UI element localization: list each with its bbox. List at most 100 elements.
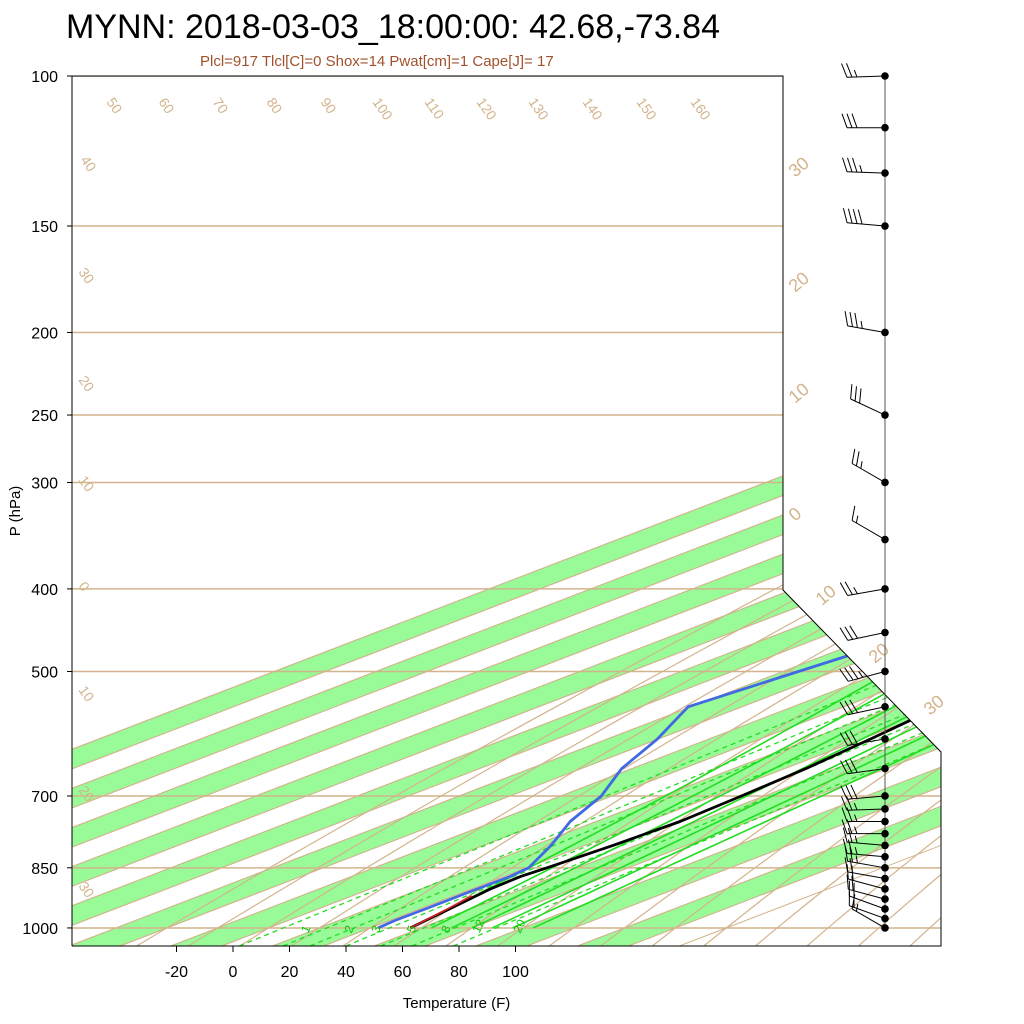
wind-barb-half-flag bbox=[853, 587, 858, 595]
y-tick-label: 500 bbox=[31, 664, 58, 681]
wind-barb-flag bbox=[846, 874, 849, 890]
dry-adiabat-label: 50 bbox=[104, 95, 126, 117]
wind-barb-flag bbox=[847, 827, 853, 843]
wind-barb-half-flag bbox=[858, 671, 864, 678]
wind-barb-staff bbox=[848, 671, 886, 682]
mixing-ratio-label: 20 bbox=[510, 917, 528, 935]
wind-barb-flag bbox=[840, 760, 848, 775]
isotherm-band bbox=[170, 76, 941, 946]
wind-barb-staff bbox=[847, 795, 886, 800]
wind-barb-staff bbox=[851, 908, 886, 929]
y-tick-label: 150 bbox=[31, 219, 58, 236]
y-tick-label: 700 bbox=[31, 789, 58, 806]
wind-barb-flag bbox=[841, 807, 848, 822]
isotherm-label: 10 bbox=[812, 581, 840, 609]
isotherm-line bbox=[72, 76, 941, 946]
dry-adiabat bbox=[600, 76, 941, 946]
mixing-ratio-label: 1 bbox=[298, 923, 314, 935]
moist-adiabat bbox=[451, 383, 941, 929]
wind-barb-flag bbox=[847, 157, 853, 173]
dry-adiabat-label: 10 bbox=[76, 473, 98, 495]
wind-barb-half-flag bbox=[854, 846, 858, 855]
wind-barb-flag bbox=[844, 700, 854, 714]
isotherm-line bbox=[72, 76, 941, 946]
wind-barb-half-flag bbox=[859, 165, 863, 173]
wind-barb-flag bbox=[842, 838, 848, 854]
wind-barb-half-flag bbox=[854, 826, 858, 834]
dry-adiabat-label: 160 bbox=[688, 95, 715, 123]
wind-barb-staff bbox=[847, 853, 886, 858]
y-tick-label: 1000 bbox=[22, 921, 58, 938]
isotherm-line bbox=[72, 76, 941, 946]
isotherm-line bbox=[475, 76, 941, 946]
wind-barb-flag bbox=[849, 625, 859, 639]
wind-barb-flag bbox=[851, 113, 858, 128]
wind-barb-flag bbox=[850, 784, 858, 799]
plot-border bbox=[71, 75, 942, 947]
wind-barb-staff bbox=[847, 841, 886, 846]
wind-barb-half-flag bbox=[855, 855, 858, 864]
dry-adiabat bbox=[962, 76, 1024, 946]
moist-adiabat bbox=[512, 383, 941, 929]
wind-barb-flag bbox=[859, 388, 862, 404]
wind-barb-flag bbox=[844, 857, 849, 872]
y-tick-label: 400 bbox=[31, 582, 58, 599]
series-line-temperature bbox=[409, 76, 941, 930]
wind-barb-flag bbox=[849, 730, 858, 745]
y-tick-label: 200 bbox=[31, 325, 58, 342]
x-tick-label: 20 bbox=[281, 964, 299, 981]
dry-adiabat-label: 100 bbox=[370, 95, 397, 123]
isotherm-label: 10 bbox=[785, 379, 813, 407]
wind-barb-flag bbox=[839, 668, 849, 682]
wind-barb-staff bbox=[847, 325, 886, 333]
dry-adiabat-label: 120 bbox=[474, 95, 501, 123]
wind-barb-flag bbox=[849, 759, 858, 773]
wind-barb-staff bbox=[846, 808, 886, 811]
mixing-ratio-line bbox=[282, 588, 941, 946]
mixing-ratio-line bbox=[411, 588, 941, 946]
isotherm-label: 0 bbox=[785, 503, 806, 525]
wind-barb-flag bbox=[849, 858, 853, 873]
isotherm-line bbox=[72, 76, 941, 946]
wind-barb-half-flag bbox=[854, 814, 858, 822]
wind-barb-staff bbox=[847, 222, 886, 227]
dry-adiabat bbox=[290, 76, 941, 946]
mixing-ratio-label: 12 bbox=[469, 917, 487, 935]
wind-barb-flag bbox=[839, 582, 849, 596]
dry-adiabat-label: 70 bbox=[210, 95, 232, 117]
wind-barb-flag bbox=[842, 827, 848, 843]
wind-barb-flag bbox=[841, 796, 848, 811]
isotherm-band bbox=[72, 76, 941, 946]
x-tick-label: 60 bbox=[394, 964, 412, 981]
y-tick-label: 100 bbox=[31, 69, 58, 86]
wind-barb-flag bbox=[851, 505, 856, 521]
mixing-ratio-line bbox=[345, 588, 941, 946]
isotherm-line bbox=[323, 76, 941, 946]
isotherm-line bbox=[72, 76, 941, 946]
x-tick-label: 80 bbox=[450, 964, 468, 981]
wind-barb-staff bbox=[851, 463, 886, 483]
mixing-ratio-line bbox=[380, 588, 941, 946]
x-tick-label: 40 bbox=[337, 964, 355, 981]
isotherm-line bbox=[72, 76, 941, 946]
isotherm-line bbox=[170, 76, 941, 946]
isotherm-label: 30 bbox=[785, 153, 813, 181]
y-tick-label: 300 bbox=[31, 475, 58, 492]
dry-adiabat bbox=[651, 76, 941, 946]
dry-adiabat-label: 90 bbox=[318, 95, 340, 117]
wind-barb-flag bbox=[840, 785, 848, 800]
wind-barb-flag bbox=[854, 312, 858, 328]
isotherm-line bbox=[119, 76, 941, 946]
wind-barb-staff bbox=[849, 905, 886, 920]
wind-barb-flag bbox=[851, 875, 854, 891]
wind-barb-flag bbox=[846, 796, 853, 811]
wind-barb-flag bbox=[841, 113, 848, 128]
x-tick-label: -20 bbox=[165, 964, 188, 981]
mixing-ratio-line bbox=[453, 588, 941, 946]
moist-adiabat bbox=[410, 383, 941, 929]
wind-barb-staff bbox=[846, 75, 886, 78]
dry-adiabat bbox=[342, 76, 941, 946]
mixing-ratio-line bbox=[309, 588, 941, 946]
chart-title: MYNN: 2018-03-03_18:00:00: 42.68,-73.84 bbox=[66, 8, 721, 46]
